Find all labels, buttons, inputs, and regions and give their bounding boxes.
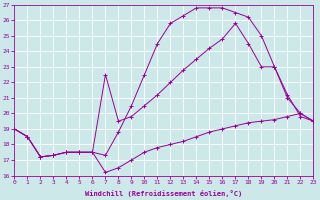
X-axis label: Windchill (Refroidissement éolien,°C): Windchill (Refroidissement éolien,°C) <box>85 190 243 197</box>
